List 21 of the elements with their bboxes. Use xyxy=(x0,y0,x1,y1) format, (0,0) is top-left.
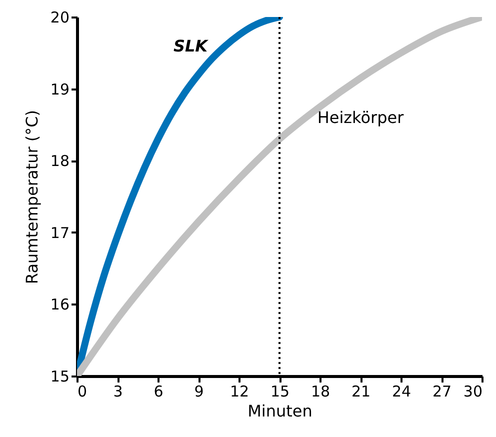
y-tick-label: 18 xyxy=(50,152,70,170)
series-label: SLK xyxy=(173,36,210,56)
y-tick-label: 15 xyxy=(50,368,70,386)
x-tick-label: 27 xyxy=(432,382,452,400)
x-tick-label: 6 xyxy=(154,382,164,400)
y-tick-label: 20 xyxy=(50,8,70,26)
series-label: Heizkörper xyxy=(317,108,404,128)
y-tick-label: 19 xyxy=(50,80,70,98)
y-tick-label: 17 xyxy=(50,224,70,242)
x-tick-label: 9 xyxy=(194,382,204,400)
x-axis-title: Minuten xyxy=(248,402,312,420)
y-axis-title: Raumtemperatur (°C) xyxy=(22,110,42,284)
x-tick-label: 0 xyxy=(78,382,88,400)
x-tick-label: 12 xyxy=(230,382,250,400)
x-tick-label: 30 xyxy=(463,382,482,400)
x-tick-label: 15 xyxy=(270,382,290,400)
y-tick-label: 16 xyxy=(50,296,70,314)
x-tick-label: 24 xyxy=(392,382,412,400)
x-tick-label: 18 xyxy=(310,382,330,400)
x-tick-label: 21 xyxy=(351,382,371,400)
x-tick-label: 3 xyxy=(113,382,123,400)
